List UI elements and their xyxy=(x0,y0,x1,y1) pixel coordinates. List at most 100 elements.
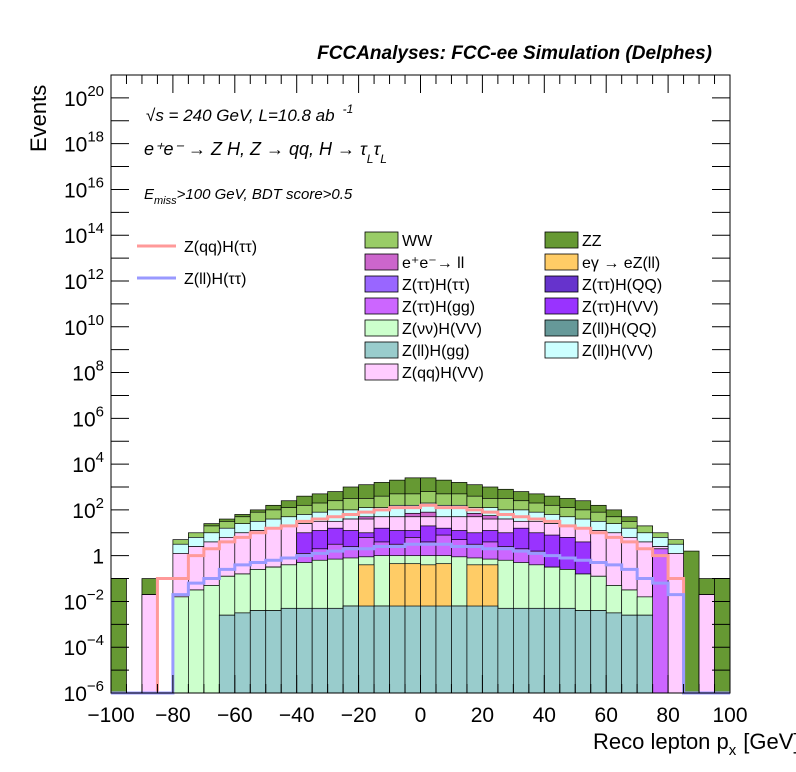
bar-z-ll-h-gg- xyxy=(420,605,437,694)
annotation-process: e⁺e⁻ → Z H, Z → qq, H → τLτL xyxy=(144,139,387,166)
y-tick-label: 10−2 xyxy=(64,586,104,614)
legend-box-label: Z(νν)H(VV) xyxy=(402,321,482,338)
y-tick-label: 104 xyxy=(72,449,104,477)
x-tick-label: 80 xyxy=(656,704,679,727)
x-tick-label: −40 xyxy=(279,704,315,727)
y-tick-label: 1016 xyxy=(64,174,104,202)
y-axis: 10−6 10−4 10−2 1 102 104 106 108 1010 1012 1014 101… xyxy=(64,74,730,706)
legend-box-swatch xyxy=(544,297,579,315)
bar-z-ll-h-gg- xyxy=(435,605,452,694)
bar-zz-edge xyxy=(714,578,731,694)
legend-line-label: Z(qq)H(ττ) xyxy=(184,239,257,256)
bar-z-ll-h-gg- xyxy=(482,605,499,694)
bar-z-qq-h-vv- xyxy=(667,553,684,694)
svg-text:e⁺e⁻ → Z H, Z → qq, H → τLτL: e⁺e⁻ → Z H, Z → qq, H → τLτL xyxy=(144,139,387,166)
annotation-energy-sup: -1 xyxy=(343,102,354,116)
bar-z-ll-h-gg- xyxy=(528,607,545,694)
legend-signal: Z(qq)H(ττ) Z(ll)H(ττ) xyxy=(137,239,257,288)
legend-box-label: e⁺e⁻→ ll xyxy=(402,255,464,272)
y-tick-label: 1020 xyxy=(64,83,104,111)
annotation-energy-text: √s = 240 GeV, L=10.8 ab xyxy=(146,106,335,125)
svg-text:√s = 240 GeV, L=10.8 ab-1: √s = 240 GeV, L=10.8 ab -1 xyxy=(146,102,353,125)
annotation-selection-rest: >100 GeV, BDT score>0.5 xyxy=(177,186,353,203)
y-tick-label: 1018 xyxy=(64,129,104,157)
bar-z-ll-h-gg- xyxy=(605,612,623,694)
signal-lines xyxy=(111,503,730,695)
bar-z-ll-h-gg- xyxy=(218,614,236,694)
bar-z-ll-h-gg- xyxy=(497,607,514,694)
x-tick-label: −60 xyxy=(217,704,253,727)
svg-text:Reco lepton px[GeV]: Reco lepton px [GeV] xyxy=(593,729,796,759)
x-tick-label: −100 xyxy=(87,704,134,727)
y-tick-label: 1012 xyxy=(64,266,104,294)
legend-box-swatch xyxy=(364,253,399,271)
annotation-selection-sub: miss xyxy=(154,195,177,207)
y-tick-label: 102 xyxy=(72,495,104,523)
bar-z-h-gg- xyxy=(652,548,669,694)
legend-box-label: Z(ττ)H(ττ) xyxy=(402,277,470,294)
legend-box-label: eγ → eZ(ll) xyxy=(582,255,660,272)
x-axis: −100 −80 −60 −40 −20 0 20 40 60 80 100 xyxy=(87,75,748,727)
x-axis-label-sub: x xyxy=(729,742,737,759)
x-tick-label: 100 xyxy=(712,704,747,727)
bar-z-qq-h-vv- xyxy=(141,594,158,694)
bar-z-h-vv- xyxy=(188,589,205,694)
bar-z-ll-h-gg- xyxy=(234,612,251,694)
annotation-process-text: e⁺e⁻ → Z H, Z → qq, H → τ xyxy=(144,139,368,159)
legend-box-swatch xyxy=(364,363,399,381)
legend-box-swatch xyxy=(544,253,579,271)
y-tick-label: 1010 xyxy=(64,312,104,340)
y-tick-label: 1 xyxy=(92,546,104,569)
bar-zz-edge xyxy=(110,578,127,694)
legend-box-swatch xyxy=(544,231,579,249)
bar-z-ll-h-gg- xyxy=(404,605,421,694)
y-tick-label: 10−4 xyxy=(64,632,104,660)
y-tick-label: 106 xyxy=(72,403,104,431)
bar-z-ll-h-gg- xyxy=(574,610,592,694)
legend-box-swatch xyxy=(364,319,399,337)
legend-box-label: Z(ττ)H(gg) xyxy=(402,299,475,316)
bar-z-ll-h-gg- xyxy=(590,610,607,694)
y-tick-label: 10−6 xyxy=(64,678,104,706)
bar-z-ll-h-gg- xyxy=(311,607,328,694)
x-tick-label: 0 xyxy=(415,704,427,727)
y-axis-label: Events xyxy=(26,85,51,152)
bar-z-ll-h-gg- xyxy=(389,605,406,694)
legend-box-label: Z(ττ)H(QQ) xyxy=(582,277,662,294)
x-tick-label: −80 xyxy=(155,704,191,727)
legend-box-label: Z(ll)H(QQ) xyxy=(582,321,657,338)
annotation-process-tau2: τ xyxy=(373,139,381,159)
bar-z-ll-h-gg- xyxy=(280,607,298,694)
legend-box-swatch xyxy=(364,341,399,359)
bar-z-h-vv- xyxy=(172,596,189,694)
bar-z-h-vv- xyxy=(203,585,220,694)
annotation-selection-e: E xyxy=(144,186,155,203)
x-axis-label-main: Reco lepton p xyxy=(593,729,729,754)
bar-z-ll-h-gg- xyxy=(358,605,375,694)
bar-z-ll-h-gg- xyxy=(621,614,638,694)
legend-box-label: WW xyxy=(402,233,433,250)
legend-box-swatch xyxy=(364,297,399,315)
x-tick-label: 40 xyxy=(533,704,556,727)
legend-box-label: Z(ll)H(gg) xyxy=(402,343,470,360)
annotation-energy: √s = 240 GeV, L=10.8 ab -1 xyxy=(146,102,353,125)
bar-z-ll-h-gg- xyxy=(512,607,530,694)
legend-box-label: Z(qq)H(VV) xyxy=(402,365,484,382)
bar-z-ll-h-gg- xyxy=(466,605,483,694)
bar-zz xyxy=(683,550,700,694)
y-tick-label: 1014 xyxy=(64,220,104,248)
line-z-qq-h- xyxy=(111,503,730,695)
x-axis-label: Reco lepton px [GeV] xyxy=(593,729,796,759)
chart-title: FCCAnalyses: FCC-ee Simulation (Delphes) xyxy=(317,43,712,64)
legend-line-label: Z(ll)H(ττ) xyxy=(184,271,246,288)
bar-z-ll-h-gg- xyxy=(265,610,282,694)
bar-z-qq-h-vv- xyxy=(698,594,715,694)
legend-box-label: Z(ll)H(VV) xyxy=(582,343,653,360)
y-tick-label: 108 xyxy=(72,358,104,386)
bar-z-ll-h-gg- xyxy=(342,605,359,694)
bar-z-ll-h-gg- xyxy=(296,607,313,694)
line-z-ll-h- xyxy=(111,542,730,695)
legend-box-swatch xyxy=(544,341,579,359)
annotation-selection: Emiss>100 GeV, BDT score>0.5 xyxy=(144,186,353,207)
